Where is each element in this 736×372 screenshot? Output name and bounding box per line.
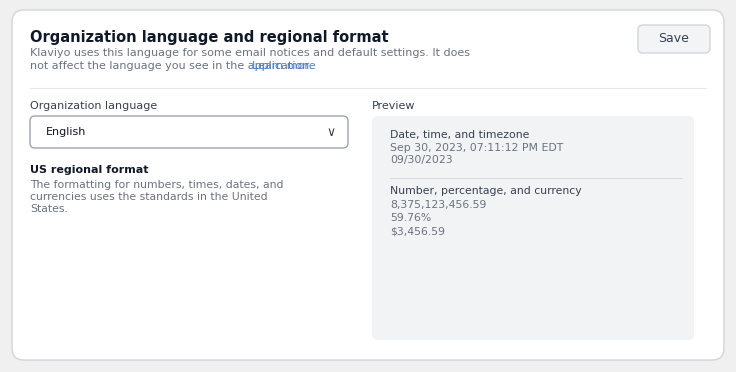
Text: 09/30/2023: 09/30/2023	[390, 155, 453, 165]
Text: 59.76%: 59.76%	[390, 213, 431, 223]
Text: US regional format: US regional format	[30, 165, 149, 175]
Text: currencies uses the standards in the United: currencies uses the standards in the Uni…	[30, 192, 268, 202]
Text: ∨: ∨	[327, 125, 336, 138]
Text: Learn more: Learn more	[252, 61, 316, 71]
Text: Sep 30, 2023, 07:11:12 PM EDT: Sep 30, 2023, 07:11:12 PM EDT	[390, 143, 563, 153]
FancyBboxPatch shape	[12, 10, 724, 360]
FancyBboxPatch shape	[372, 116, 694, 340]
Text: The formatting for numbers, times, dates, and: The formatting for numbers, times, dates…	[30, 180, 283, 190]
Text: Date, time, and timezone: Date, time, and timezone	[390, 130, 529, 140]
Text: Number, percentage, and currency: Number, percentage, and currency	[390, 186, 581, 196]
FancyBboxPatch shape	[30, 116, 348, 148]
Text: Preview: Preview	[372, 101, 416, 111]
Text: English: English	[46, 127, 86, 137]
FancyBboxPatch shape	[638, 25, 710, 53]
Text: Save: Save	[659, 32, 690, 45]
Text: States.: States.	[30, 204, 68, 214]
Text: 8,375,123,456.59: 8,375,123,456.59	[390, 200, 486, 210]
Text: Organization language: Organization language	[30, 101, 158, 111]
Text: Klaviyo uses this language for some email notices and default settings. It does: Klaviyo uses this language for some emai…	[30, 48, 470, 58]
Text: not affect the language you see in the application.: not affect the language you see in the a…	[30, 61, 316, 71]
Text: $3,456.59: $3,456.59	[390, 226, 445, 236]
Text: Organization language and regional format: Organization language and regional forma…	[30, 30, 389, 45]
